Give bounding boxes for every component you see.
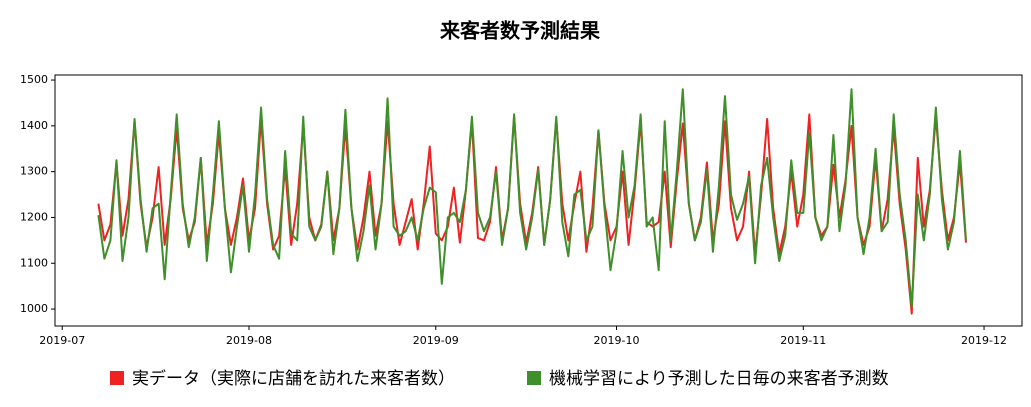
- x-tick-label: 2019-12: [961, 334, 1007, 347]
- legend-swatch: [527, 371, 541, 385]
- y-tick-label: 1200: [20, 210, 48, 223]
- x-tick-label: 2019-09: [413, 334, 459, 347]
- y-tick-label: 1500: [20, 73, 48, 86]
- x-tick-label: 2019-08: [226, 334, 272, 347]
- chart-title: 来客者数予測結果: [439, 19, 600, 43]
- y-tick-label: 1300: [20, 165, 48, 178]
- y-tick-label: 1000: [20, 302, 48, 315]
- x-tick-label: 2019-10: [594, 334, 640, 347]
- series-line: [97, 88, 967, 308]
- legend-swatch: [110, 371, 124, 385]
- x-tick-label: 2019-11: [780, 334, 826, 347]
- plot-frame: [54, 74, 1023, 327]
- y-tick-label: 1400: [20, 119, 48, 132]
- y-tick-label: 1100: [20, 256, 48, 269]
- x-tick-label: 2019-07: [39, 334, 85, 347]
- legend-label: 実データ（実際に店舗を訪れた来客者数）: [132, 368, 455, 389]
- legend-label: 機械学習により予測した日毎の来客者予測数: [549, 369, 889, 389]
